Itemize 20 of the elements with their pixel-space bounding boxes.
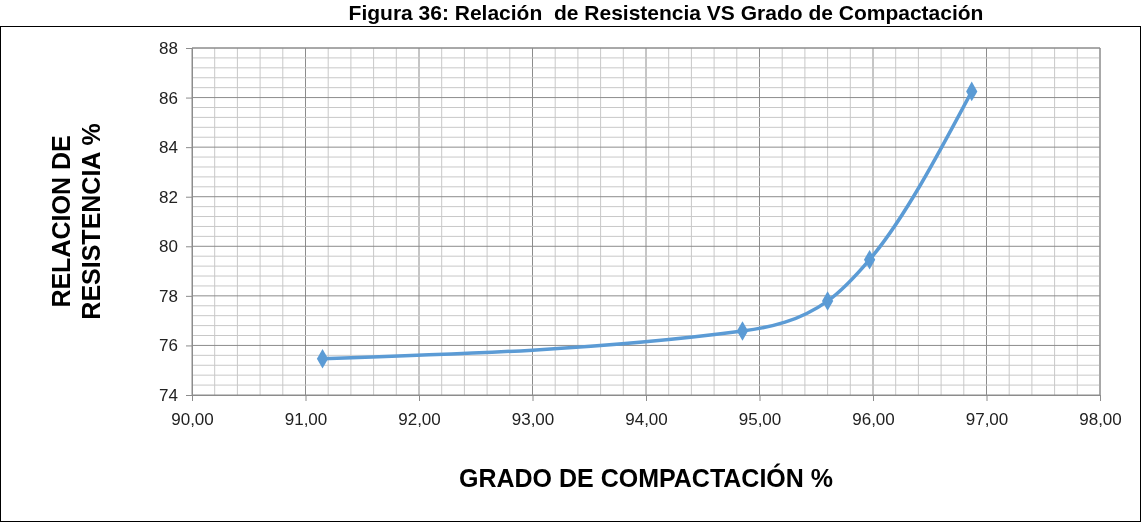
y-tick-label: 76	[159, 336, 178, 356]
y-tick-label: 78	[159, 286, 178, 306]
x-tick-label: 95,00	[738, 410, 782, 430]
x-tick-label: 92,00	[398, 410, 441, 430]
y-tick-label: 84	[159, 138, 178, 158]
x-tick-label: 96,00	[852, 410, 895, 430]
x-tick-label: 91,00	[284, 410, 328, 430]
chart-title: Figura 36: Relación de Resistencia VS Grado de Compactación	[348, 1, 984, 24]
x-tick-label: 93,00	[511, 410, 555, 430]
x-tick-label: 97,00	[965, 410, 1009, 430]
y-tick-label: 74	[159, 385, 178, 405]
y-tick-label: 88	[159, 38, 178, 58]
y-tick-label: 80	[159, 237, 178, 257]
y-tick-label: 82	[159, 187, 178, 207]
y-axis-title: RELACION DE RESISTENCIA %	[47, 123, 105, 320]
x-tick-label: 98,00	[1079, 410, 1122, 430]
y-tick-label: 86	[159, 88, 178, 108]
x-axis-title: GRADO DE COMPACTACIÓN %	[458, 463, 834, 492]
x-tick-label: 94,00	[625, 410, 668, 430]
x-tick-label: 90,00	[171, 410, 214, 430]
